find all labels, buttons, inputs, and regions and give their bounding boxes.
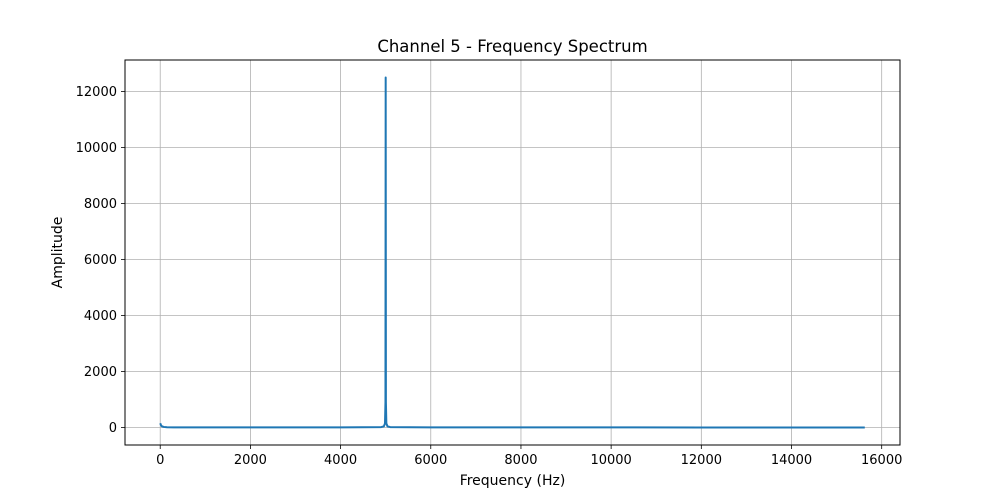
plot-frame xyxy=(124,59,901,446)
ticks: 0 2000 4000 6000 8000 10000 12000 14000 16000 0 20… xyxy=(76,85,903,468)
chart-title: Channel 5 - Frequency Spectrum xyxy=(377,37,647,56)
y-tick-label: 6000 xyxy=(84,253,117,268)
x-tick-label: 14000 xyxy=(771,453,812,468)
x-tick-label: 8000 xyxy=(504,453,537,468)
x-tick-label: 4000 xyxy=(324,453,357,468)
series-layer xyxy=(159,76,865,429)
y-tick-label: 12000 xyxy=(76,85,117,100)
y-tick-label: 2000 xyxy=(84,365,117,380)
x-tick-label: 16000 xyxy=(861,453,902,468)
y-axis-label: Amplitude xyxy=(50,217,66,289)
y-tick-label: 0 xyxy=(109,421,117,436)
x-tick-label: 10000 xyxy=(590,453,631,468)
y-tick-label: 8000 xyxy=(84,197,117,212)
x-tick-label: 12000 xyxy=(681,453,722,468)
x-tick-label: 2000 xyxy=(234,453,267,468)
spectrum-line xyxy=(159,76,865,429)
x-tick-label: 6000 xyxy=(414,453,447,468)
x-axis-label: Frequency (Hz) xyxy=(460,473,566,489)
x-tick-label: 0 xyxy=(156,453,164,468)
y-tick-label: 10000 xyxy=(76,141,117,156)
y-tick-label: 4000 xyxy=(84,309,117,324)
